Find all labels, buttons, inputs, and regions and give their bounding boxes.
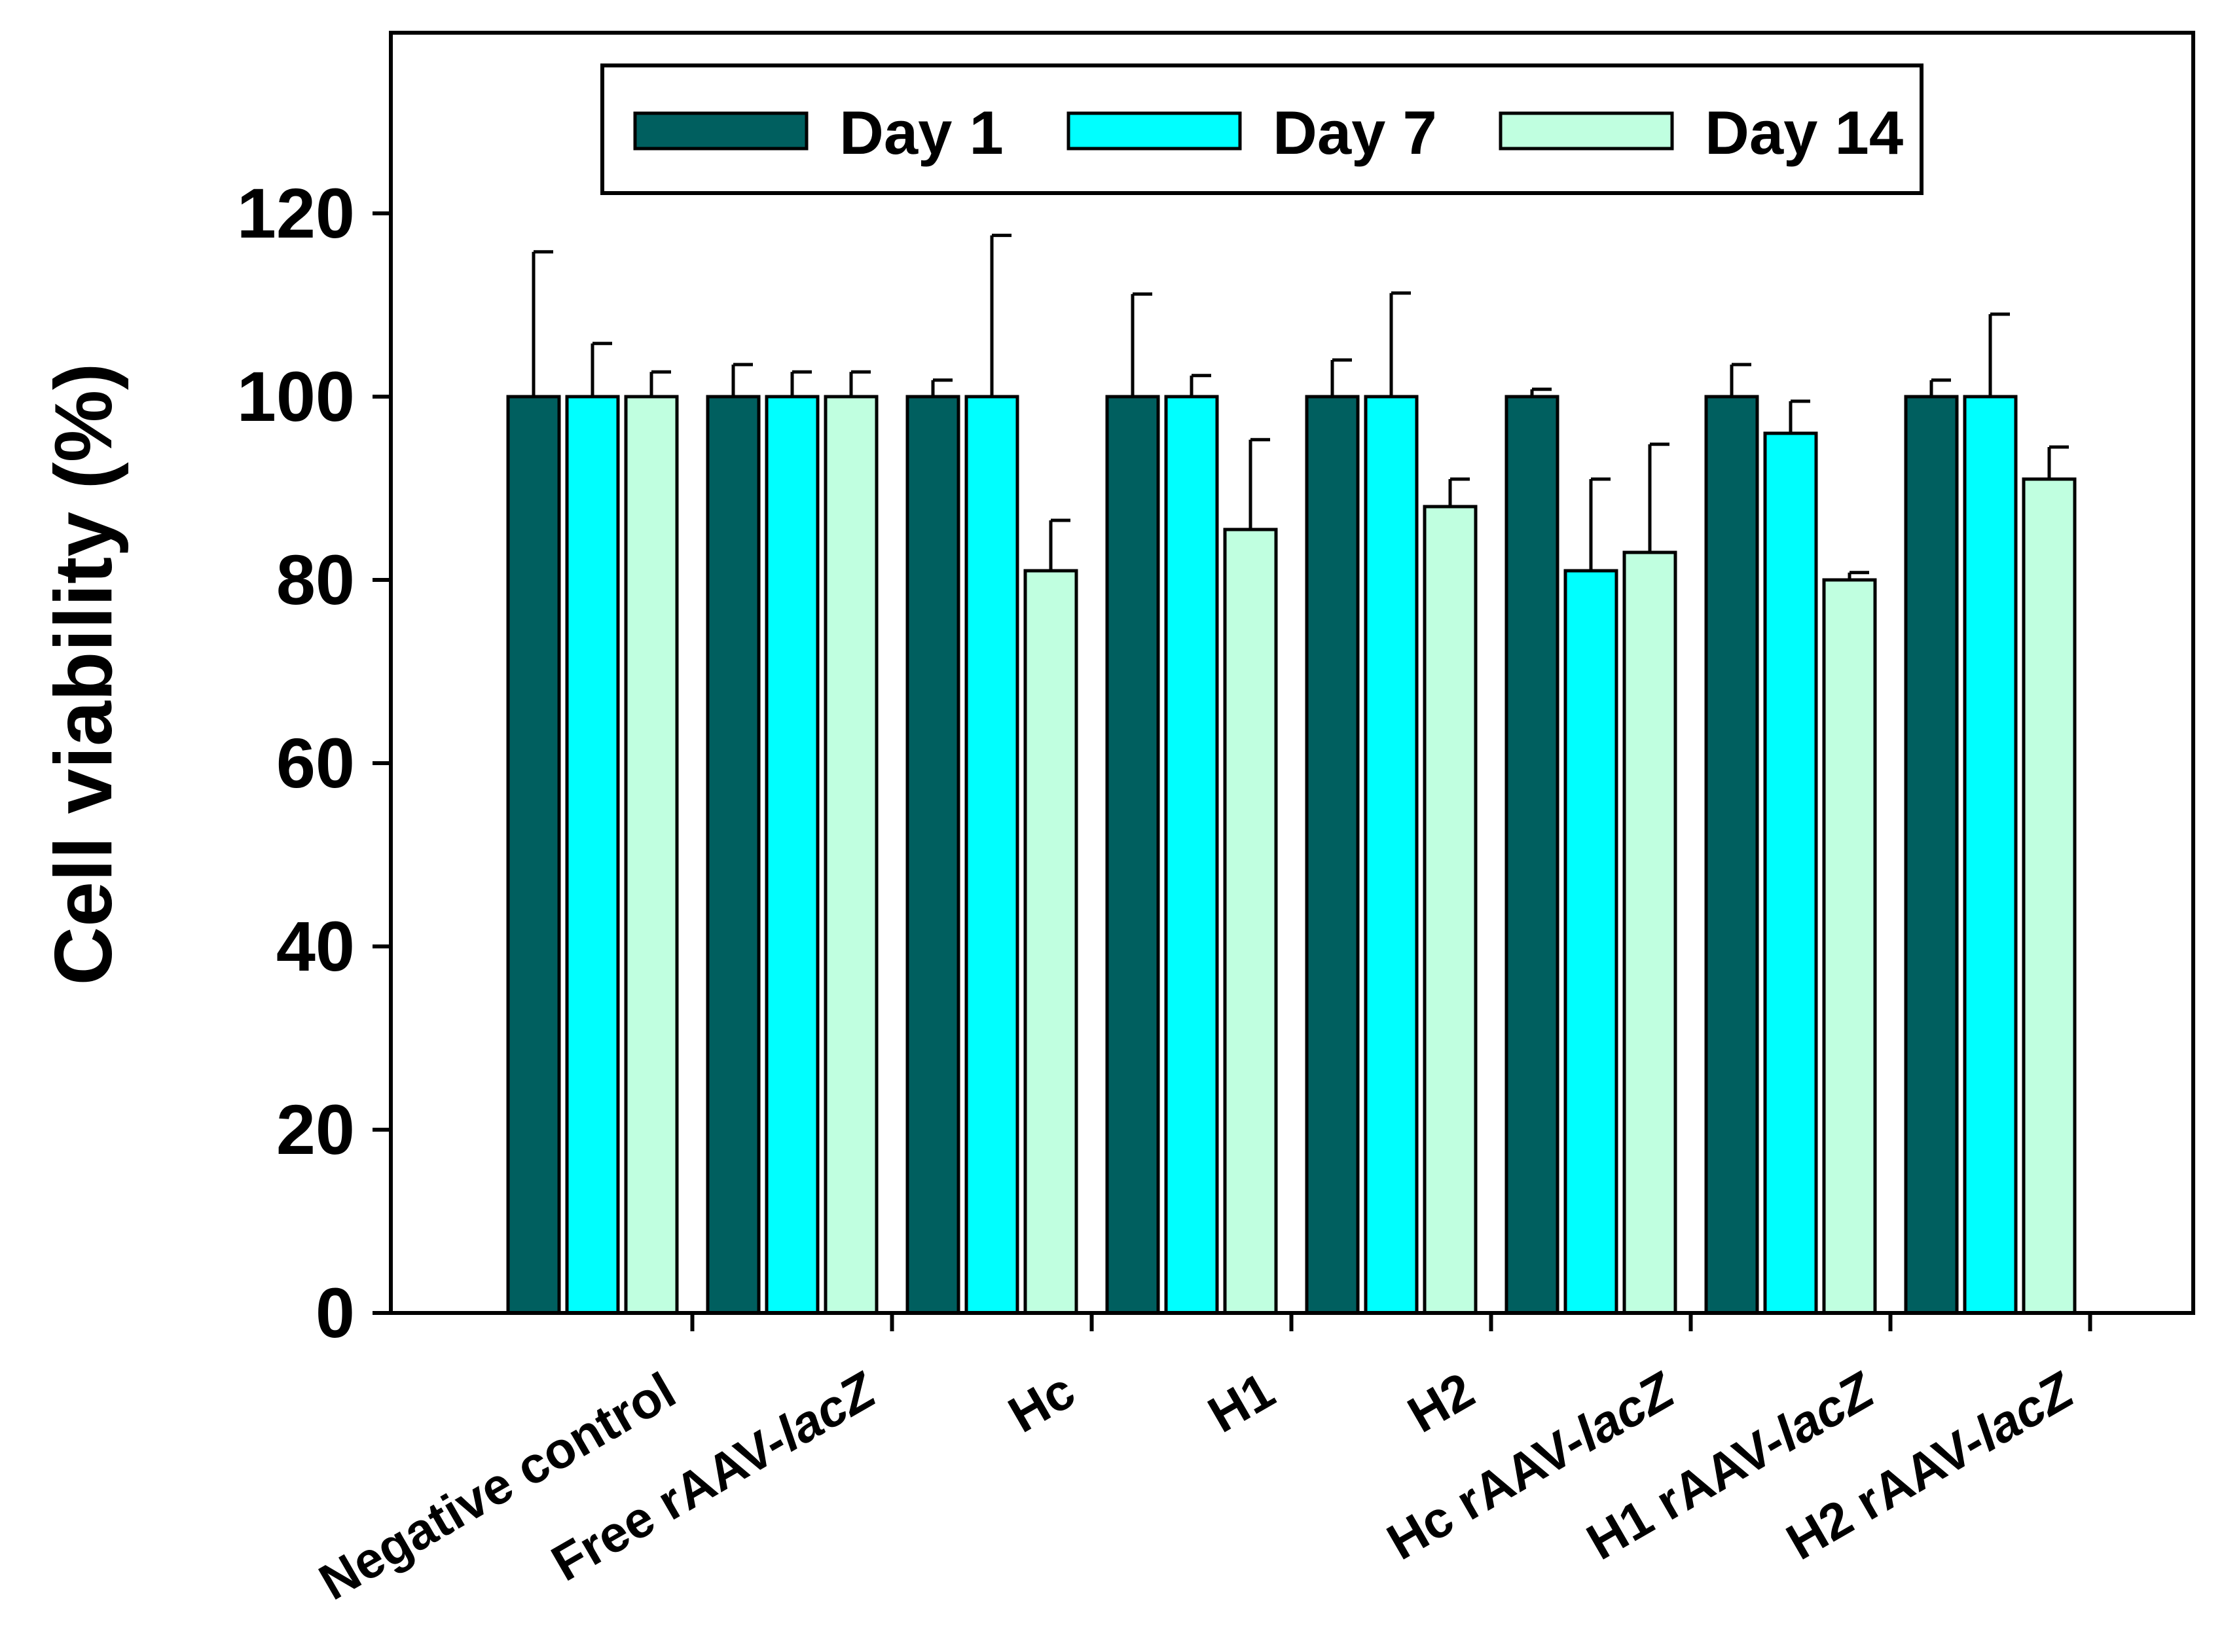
bar-2-day-7 [765,395,820,1315]
x-category-label-3: Hc [999,1361,1084,1444]
x-category-label-text: Hc rAAV- [1377,1412,1595,1571]
bar-6-day-1 [1504,395,1559,1315]
bar-5-day-7 [1364,395,1419,1315]
x-category-label-text: H1 [1199,1361,1284,1444]
bar-1-day-1 [506,395,561,1315]
bar-8-day-7 [1963,395,2018,1315]
bar-8-day-1 [1904,395,1959,1315]
y-tick-label-80: 80 [276,540,355,619]
y-axis-title: Cell viability (%) [39,363,129,986]
bar-3-day-1 [905,395,960,1315]
bar-3-day-14 [1023,569,1078,1315]
y-tick-label-100: 100 [237,357,355,436]
legend-swatch-1 [633,111,809,151]
bar-1-day-7 [565,395,620,1315]
bar-7-day-14 [1822,578,1877,1315]
x-category-label-text: H2 [1398,1361,1484,1444]
bar-5-day-14 [1423,505,1478,1315]
bar-7-day-7 [1763,431,1818,1315]
x-category-label-2: Free rAAV-lacZ [542,1360,886,1592]
bar-4-day-7 [1164,395,1219,1315]
y-axis: 0 20 40 60 80 100 120 [237,173,391,1352]
bar-5-day-1 [1305,395,1360,1315]
bar-2-day-1 [706,395,761,1315]
legend-swatch-3 [1499,111,1674,151]
error-bars-layer [532,234,2069,580]
bar-7-day-1 [1704,395,1759,1315]
x-category-label-1: Negative control [310,1361,685,1611]
bar-4-day-14 [1223,528,1278,1315]
y-tick-label-40: 40 [276,907,355,986]
legend-swatch-2 [1066,111,1242,151]
bar-8-day-14 [2022,477,2077,1315]
x-category-label-5: H2 [1398,1361,1484,1444]
bar-6-day-7 [1563,569,1618,1315]
bar-1-day-14 [624,395,679,1315]
legend: Day 1 Day 7 Day 14 [600,63,1923,195]
x-category-label-4: H1 [1199,1361,1284,1444]
legend-label-2: Day 7 [1273,98,1437,167]
bar-2-day-14 [824,395,879,1315]
y-tick-label-20: 20 [276,1090,355,1169]
bars-layer [506,395,2077,1315]
x-category-label-text: Hc [999,1361,1084,1444]
legend-label-1: Day 1 [839,98,1004,167]
bar-6-day-14 [1622,550,1677,1315]
legend-box [600,63,1923,195]
bar-3-day-7 [964,395,1019,1315]
y-tick-label-60: 60 [276,723,355,802]
bar-4-day-1 [1105,395,1160,1315]
y-tick-label-0: 0 [316,1273,355,1352]
x-category-label-text: Negative control [310,1361,685,1611]
legend-label-3: Day 14 [1705,98,1903,167]
y-tick-label-120: 120 [237,173,355,253]
